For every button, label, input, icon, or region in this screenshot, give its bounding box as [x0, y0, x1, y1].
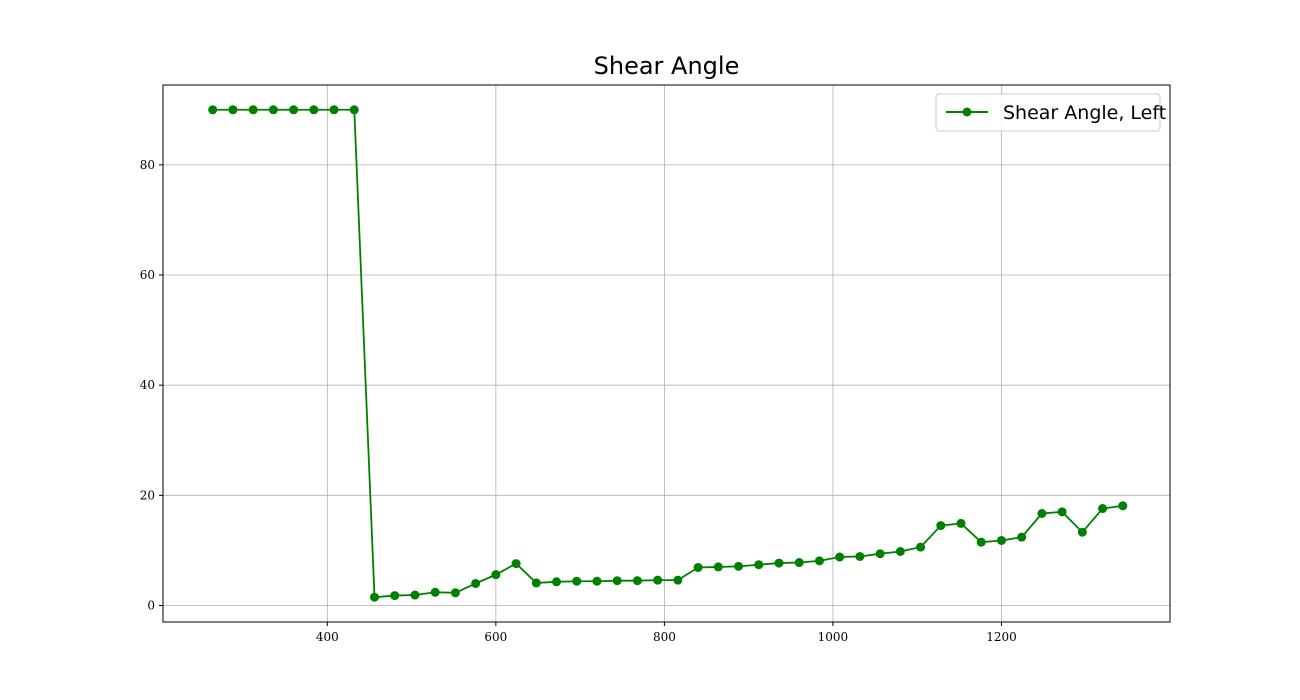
data-point [875, 549, 885, 559]
data-point [370, 592, 380, 602]
data-point [734, 561, 744, 571]
data-point [855, 551, 865, 561]
y-tick-label: 40 [140, 378, 155, 392]
data-point [1037, 508, 1047, 518]
x-tick-label: 600 [484, 630, 507, 644]
legend: Shear Angle, Left [935, 93, 1166, 132]
grid-lines [163, 85, 1170, 622]
data-point [511, 559, 521, 569]
data-point [693, 562, 703, 572]
data-point [956, 518, 966, 528]
x-tick-label: 400 [316, 630, 339, 644]
data-point [1017, 532, 1027, 542]
data-point [976, 537, 986, 547]
data-point [430, 587, 440, 597]
legend-marker-swatch [962, 107, 972, 117]
data-point [835, 552, 845, 562]
y-tick-label: 60 [140, 268, 155, 282]
x-tick-label: 800 [653, 630, 676, 644]
data-point [248, 105, 258, 115]
data-point [653, 575, 663, 585]
y-tick-label: 0 [147, 598, 155, 612]
data-point [208, 105, 218, 115]
data-point [309, 105, 319, 115]
y-tick-label: 80 [140, 158, 155, 172]
data-point [794, 558, 804, 568]
data-point [996, 535, 1006, 545]
data-point [390, 591, 400, 601]
data-point [1057, 507, 1067, 517]
data-point [1077, 527, 1087, 537]
data-point [228, 105, 238, 115]
axis-ticks: 400 600 800 1000 1200 0 20 40 60 80 [140, 158, 1017, 644]
data-point [713, 562, 723, 572]
data-point [612, 576, 622, 586]
data-point [289, 105, 299, 115]
data-point [410, 590, 420, 600]
x-tick-label: 1000 [818, 630, 849, 644]
data-point [774, 558, 784, 568]
data-point [349, 105, 359, 115]
data-point [632, 576, 642, 586]
legend-label: Shear Angle, Left [1003, 102, 1166, 124]
data-point [1098, 504, 1108, 514]
data-point [1118, 501, 1128, 511]
plot-area-frame [162, 84, 1171, 623]
data-point [895, 547, 905, 557]
series-layer [208, 105, 1128, 602]
data-point [592, 576, 602, 586]
data-point [814, 556, 824, 566]
legend-box [935, 93, 1161, 132]
data-point [471, 578, 481, 588]
data-point [936, 521, 946, 531]
data-point [450, 588, 460, 598]
y-tick-label: 20 [140, 488, 155, 502]
data-point [552, 577, 562, 587]
data-point [916, 542, 926, 552]
data-point [491, 570, 501, 580]
data-point [673, 575, 683, 585]
data-point [572, 576, 582, 586]
x-tick-label: 1200 [986, 630, 1017, 644]
data-point [268, 105, 278, 115]
chart-title: Shear Angle [594, 52, 740, 80]
series-line [212, 108, 1123, 599]
data-point [531, 578, 541, 588]
data-point [754, 560, 764, 570]
data-point [329, 105, 339, 115]
